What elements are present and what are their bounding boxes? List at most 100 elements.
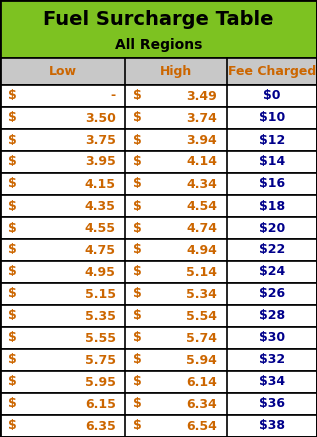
Text: $: $ <box>133 288 142 301</box>
Bar <box>0 129 317 151</box>
Text: $: $ <box>133 354 142 367</box>
Text: $: $ <box>8 398 17 410</box>
Bar <box>0 261 317 283</box>
Text: 5.35: 5.35 <box>85 309 116 323</box>
Text: 4.74: 4.74 <box>186 222 217 235</box>
Text: $: $ <box>8 177 17 191</box>
Text: $38: $38 <box>259 420 285 433</box>
Text: 5.95: 5.95 <box>85 375 116 388</box>
Text: 5.15: 5.15 <box>85 288 116 301</box>
Text: $: $ <box>133 420 142 433</box>
Bar <box>0 195 317 217</box>
Text: $: $ <box>8 90 17 103</box>
Text: $: $ <box>8 156 17 169</box>
Text: High: High <box>160 65 192 78</box>
Text: $: $ <box>133 156 142 169</box>
Text: $: $ <box>8 200 17 212</box>
Text: 5.75: 5.75 <box>85 354 116 367</box>
Text: $14: $14 <box>259 156 285 169</box>
Text: 5.74: 5.74 <box>186 332 217 344</box>
Text: 4.15: 4.15 <box>85 177 116 191</box>
Text: $: $ <box>133 222 142 235</box>
Text: 6.15: 6.15 <box>85 398 116 410</box>
Text: 4.14: 4.14 <box>186 156 217 169</box>
Bar <box>0 371 317 393</box>
Bar <box>0 305 317 327</box>
Text: $32: $32 <box>259 354 285 367</box>
Text: $28: $28 <box>259 309 285 323</box>
Text: $: $ <box>8 420 17 433</box>
Text: 6.54: 6.54 <box>186 420 217 433</box>
Bar <box>0 349 317 371</box>
Text: $: $ <box>8 243 17 257</box>
Text: $: $ <box>8 375 17 388</box>
Text: $: $ <box>8 288 17 301</box>
Text: 6.34: 6.34 <box>186 398 217 410</box>
Text: 5.34: 5.34 <box>186 288 217 301</box>
Bar <box>0 107 317 129</box>
Text: 5.94: 5.94 <box>186 354 217 367</box>
Text: Low: Low <box>49 65 77 78</box>
Text: $: $ <box>133 133 142 146</box>
Text: $10: $10 <box>259 111 285 125</box>
Text: $24: $24 <box>259 266 285 278</box>
Bar <box>0 239 317 261</box>
Text: $: $ <box>133 266 142 278</box>
Bar <box>0 151 317 173</box>
Text: 4.75: 4.75 <box>85 243 116 257</box>
Text: 3.50: 3.50 <box>85 111 116 125</box>
Bar <box>0 217 317 239</box>
Text: $: $ <box>133 332 142 344</box>
Bar <box>0 415 317 437</box>
Text: $22: $22 <box>259 243 285 257</box>
Text: 4.94: 4.94 <box>186 243 217 257</box>
Text: $: $ <box>133 375 142 388</box>
Text: $: $ <box>8 332 17 344</box>
Text: 6.14: 6.14 <box>186 375 217 388</box>
Text: $26: $26 <box>259 288 285 301</box>
Text: $0: $0 <box>263 90 281 103</box>
Text: 5.55: 5.55 <box>85 332 116 344</box>
Text: All Regions: All Regions <box>115 38 202 52</box>
Text: $: $ <box>8 133 17 146</box>
Bar <box>0 0 317 58</box>
Text: 3.74: 3.74 <box>186 111 217 125</box>
Text: 6.35: 6.35 <box>85 420 116 433</box>
Text: $: $ <box>133 200 142 212</box>
Text: Fee Charged: Fee Charged <box>228 65 316 78</box>
Text: $: $ <box>8 354 17 367</box>
Text: $: $ <box>8 266 17 278</box>
Text: 3.49: 3.49 <box>186 90 217 103</box>
Text: $: $ <box>133 90 142 103</box>
Text: $36: $36 <box>259 398 285 410</box>
Bar <box>0 58 317 85</box>
Text: 4.34: 4.34 <box>186 177 217 191</box>
Bar <box>0 393 317 415</box>
Text: $: $ <box>133 111 142 125</box>
Text: 3.95: 3.95 <box>85 156 116 169</box>
Text: $34: $34 <box>259 375 285 388</box>
Text: 4.35: 4.35 <box>85 200 116 212</box>
Text: 5.54: 5.54 <box>186 309 217 323</box>
Text: 5.14: 5.14 <box>186 266 217 278</box>
Text: $12: $12 <box>259 133 285 146</box>
Text: 4.55: 4.55 <box>85 222 116 235</box>
Text: 3.94: 3.94 <box>186 133 217 146</box>
Text: $20: $20 <box>259 222 285 235</box>
Bar <box>0 85 317 107</box>
Text: 4.54: 4.54 <box>186 200 217 212</box>
Text: $: $ <box>133 398 142 410</box>
Text: $: $ <box>133 177 142 191</box>
Text: 3.75: 3.75 <box>85 133 116 146</box>
Text: -: - <box>111 90 116 103</box>
Bar <box>0 327 317 349</box>
Text: $18: $18 <box>259 200 285 212</box>
Text: $: $ <box>133 309 142 323</box>
Bar <box>0 173 317 195</box>
Text: Fuel Surcharge Table: Fuel Surcharge Table <box>43 10 274 29</box>
Text: $16: $16 <box>259 177 285 191</box>
Text: 4.95: 4.95 <box>85 266 116 278</box>
Text: $: $ <box>8 222 17 235</box>
Bar <box>0 283 317 305</box>
Text: $: $ <box>8 111 17 125</box>
